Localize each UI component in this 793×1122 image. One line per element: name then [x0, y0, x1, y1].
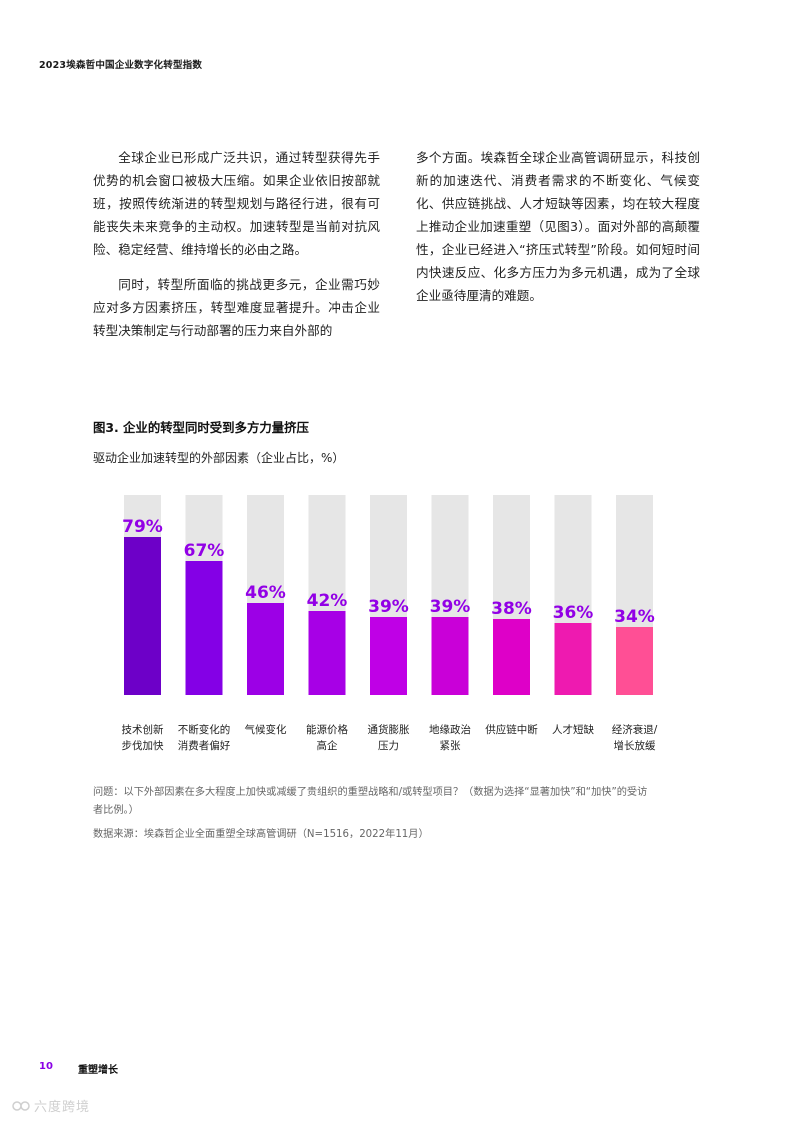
body-paragraph: 多个方面。埃森哲全球企业高管调研显示，科技创新的加速迭代、消费者需求的不断变化、… — [416, 150, 700, 303]
watermark-logo-icon — [12, 1101, 30, 1111]
data-label: 67% — [184, 541, 225, 561]
category-label: 不断变化的 — [178, 723, 231, 736]
body-column-right: 多个方面。埃森哲全球企业高管调研显示，科技创新的加速迭代、消费者需求的不断变化、… — [416, 146, 700, 319]
category-label: 高企 — [317, 739, 338, 752]
bar — [554, 623, 592, 695]
category-label: 人才短缺 — [552, 723, 594, 736]
category-label: 紧张 — [440, 740, 461, 752]
page-number: 10 — [39, 1061, 53, 1072]
category-label: 经济衰退/ — [612, 723, 658, 736]
category-label: 能源价格 — [306, 723, 348, 736]
bar — [308, 611, 346, 695]
category-label: 消费者偏好 — [178, 739, 231, 752]
category-label: 步伐加快 — [122, 740, 164, 752]
category-label: 通货膨胀 — [368, 723, 410, 736]
category-label: 压力 — [378, 739, 399, 752]
category-label: 增长放缓 — [614, 739, 656, 752]
section-name: 重塑增长 — [78, 1065, 118, 1076]
bar — [124, 537, 161, 695]
watermark-text: 六度跨境 — [34, 1100, 91, 1115]
bar — [431, 617, 469, 695]
data-label: 38% — [491, 599, 532, 619]
category-label: 地缘政治 — [429, 723, 471, 736]
bar — [370, 617, 407, 695]
figure-title: 图3. 企业的转型同时受到多方力量挤压 — [93, 420, 309, 435]
watermark: 六度跨境 — [12, 1096, 90, 1115]
figure-subtitle: 驱动企业加速转型的外部因素（企业占比，%） — [93, 451, 345, 465]
bar — [247, 603, 284, 695]
body-column-left: 全球企业已形成广泛共识，通过转型获得先手优势的机会窗口被极大压缩。如果企业依旧按… — [93, 146, 380, 354]
bar — [616, 627, 653, 695]
report-title: 2023埃森哲中国企业数字化转型指数 — [39, 60, 203, 71]
data-label: 36% — [553, 603, 594, 623]
bar — [185, 561, 223, 695]
data-label: 46% — [245, 583, 286, 603]
figure-question-note: 问题：以下外部因素在多大程度上加快或减缓了贵组织的重塑战略和/或转型项目？（数据… — [93, 787, 648, 816]
category-label: 气候变化 — [245, 723, 287, 736]
category-label: 供应链中断 — [485, 723, 538, 736]
bar — [493, 619, 530, 695]
figure-source-note: 数据来源：埃森哲企业全面重塑全球高管调研（N=1516，2022年11月） — [93, 829, 429, 840]
data-label: 34% — [614, 607, 655, 627]
body-paragraph: 全球企业已形成广泛共识，通过转型获得先手优势的机会窗口被极大压缩。如果企业依旧按… — [93, 150, 380, 257]
data-label: 42% — [307, 591, 348, 611]
body-paragraph: 同时，转型所面临的挑战更多元，企业需巧妙应对多方因素挤压，转型难度显著提升。冲击… — [93, 277, 380, 338]
data-label: 39% — [368, 597, 409, 617]
data-label: 79% — [122, 517, 163, 537]
category-label: 技术创新 — [122, 723, 164, 736]
data-label: 39% — [430, 597, 471, 617]
